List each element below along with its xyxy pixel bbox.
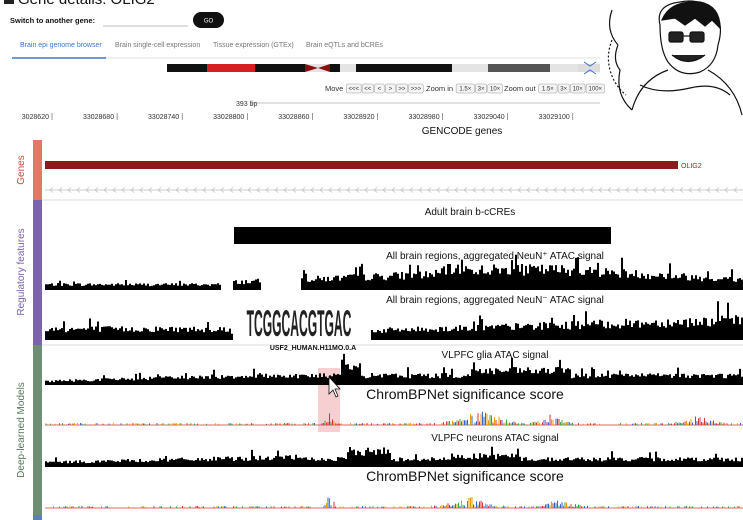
track-title: VLPFC neurons ATAC signal bbox=[431, 433, 558, 444]
nav-button-label[interactable]: 10× bbox=[490, 87, 501, 93]
nav-button-label[interactable]: << bbox=[364, 87, 372, 93]
nav-button-label[interactable]: 100× bbox=[589, 87, 603, 93]
nav-button-label[interactable]: 3× bbox=[560, 87, 567, 93]
section-label: Regulatory features bbox=[16, 228, 27, 315]
nav-button-label[interactable]: < bbox=[378, 87, 382, 93]
coordinate-label: 33028980 bbox=[408, 114, 439, 121]
track-title: GENCODE genes bbox=[422, 126, 503, 137]
coordinate-label: 33028860 bbox=[278, 114, 309, 121]
nav-button-label[interactable]: <<< bbox=[348, 87, 359, 93]
gene-bar[interactable] bbox=[45, 161, 678, 169]
title-icon bbox=[4, 0, 14, 4]
nav-button-label[interactable]: 1.5× bbox=[459, 87, 471, 93]
coordinate-label: 33028920 bbox=[343, 114, 374, 121]
nav-label: Zoom out bbox=[504, 84, 537, 93]
tab[interactable]: Brain single-cell expression bbox=[115, 42, 200, 49]
coordinate-label: 33028680 bbox=[83, 114, 114, 121]
genome-browser-page: Gene details: OLIG2 Switch to another ge… bbox=[0, 0, 743, 520]
track-title: VLPFC glia ATAC signal bbox=[442, 350, 549, 361]
signal-track bbox=[45, 447, 743, 467]
section-bar bbox=[33, 345, 42, 515]
section-label: Deep-learned Models bbox=[16, 382, 27, 478]
track-title: Adult brain b-cCREs bbox=[425, 207, 516, 218]
section-bar bbox=[33, 140, 42, 200]
page-title: Gene details: OLIG2 bbox=[18, 0, 155, 8]
coordinate-label: 33029040 bbox=[474, 114, 505, 121]
nav-button-label[interactable]: > bbox=[389, 87, 393, 93]
nav-button-label[interactable]: 1.5× bbox=[542, 87, 554, 93]
track-title: All brain regions, aggregated NeuN⁻ ATAC… bbox=[386, 295, 604, 306]
tab[interactable]: Brain eQTLs and bCREs bbox=[306, 42, 384, 49]
nav-button-label[interactable]: >> bbox=[398, 87, 406, 93]
motif-logo: TCGGCACGTGAC bbox=[247, 302, 352, 344]
coordinate-label: 33028740 bbox=[148, 114, 179, 121]
go-button-label[interactable]: GO bbox=[204, 19, 214, 25]
gene-name: OLIG2 bbox=[681, 163, 702, 170]
nav-button-label[interactable]: 10× bbox=[573, 87, 584, 93]
coordinate-label: 3028620 bbox=[22, 114, 49, 121]
scale-label: 393 bp bbox=[236, 101, 258, 108]
motif-name: USF2_HUMAN.H11MO.0.A bbox=[270, 345, 356, 352]
signal-track bbox=[45, 301, 743, 340]
coordinate-label: 33028800 bbox=[213, 114, 244, 121]
section-bar bbox=[33, 515, 42, 520]
tab[interactable]: Brain epi genome browser bbox=[20, 42, 102, 49]
nav-button-label[interactable]: 3× bbox=[478, 87, 485, 93]
chromosome-ideogram bbox=[167, 62, 600, 74]
nav-button-label[interactable]: >>> bbox=[411, 87, 422, 93]
ccre-block[interactable] bbox=[234, 227, 611, 244]
coordinate-axis: 3028620 33028680 33028740 33028800 33028860 3… bbox=[22, 113, 573, 121]
track-title: All brain regions, aggregated NeuN⁺ ATAC… bbox=[386, 251, 604, 262]
nav-label: Zoom in bbox=[426, 84, 453, 93]
section-label: Genes bbox=[16, 155, 27, 184]
track-title: ChromBPNet significance score bbox=[366, 386, 564, 402]
strand-arrows bbox=[45, 188, 743, 193]
signal-track bbox=[45, 354, 743, 385]
tab[interactable]: Tissue expression (GTEx) bbox=[213, 42, 294, 49]
coordinate-label: 33029100 bbox=[539, 114, 570, 121]
track-title: ChromBPNet significance score bbox=[366, 468, 564, 484]
switch-label: Switch to another gene: bbox=[10, 16, 95, 25]
nav-label: Move bbox=[325, 84, 343, 93]
cartoon-illustration bbox=[608, 1, 742, 115]
section-bar bbox=[33, 200, 42, 345]
